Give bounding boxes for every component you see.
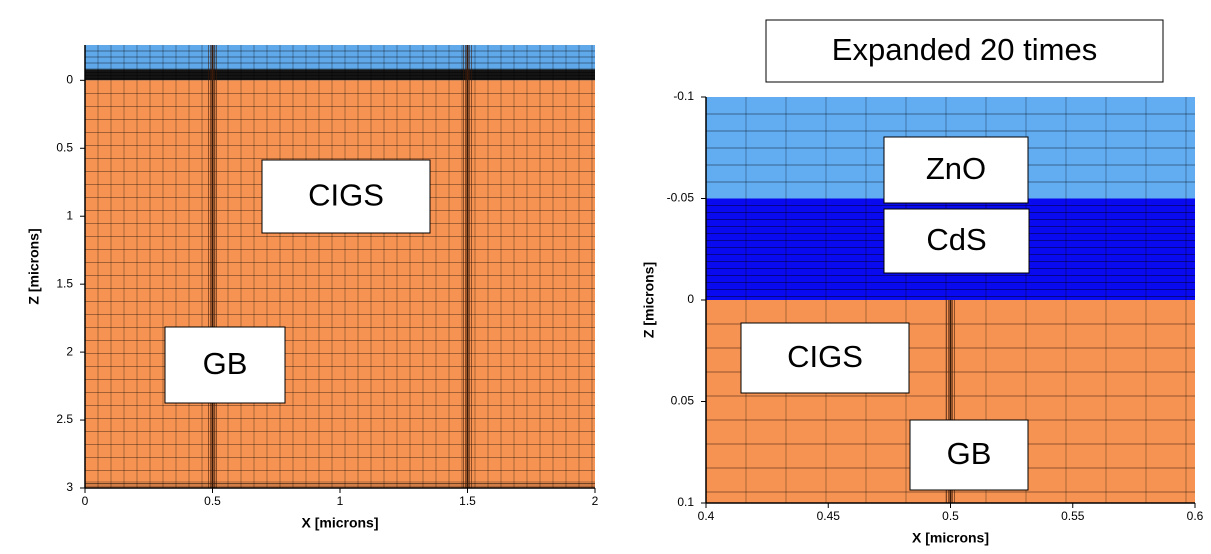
label-text: CIGS <box>787 339 863 374</box>
x-tick-label: 2 <box>592 494 599 508</box>
label-text: CdS <box>926 222 986 257</box>
y-tick-label: 0 <box>66 73 73 87</box>
y-tick-label: -0.1 <box>673 89 694 103</box>
y-tick-label: 0.1 <box>677 495 694 509</box>
x-axis-label: X [microns] <box>301 515 378 531</box>
y-tick-label: 2.5 <box>56 412 73 426</box>
y-tick-label: 1 <box>66 208 73 222</box>
y-tick-label: 0.5 <box>56 140 73 154</box>
label-text: ZnO <box>926 151 986 186</box>
y-axis-label: Z [microns] <box>641 262 657 338</box>
label-text: GB <box>203 346 248 381</box>
y-tick-label: -0.05 <box>667 191 695 205</box>
x-tick-label: 0.4 <box>698 509 715 523</box>
y-tick-label: 0.05 <box>671 394 695 408</box>
label-text: GB <box>947 436 992 471</box>
y-tick-label: 0 <box>687 292 694 306</box>
x-tick-label: 1 <box>337 494 344 508</box>
x-tick-label: 0.5 <box>942 509 959 523</box>
x-tick-label: 0.45 <box>817 509 841 523</box>
region <box>85 80 595 488</box>
y-tick-label: 2 <box>66 344 73 358</box>
label-text: Expanded 20 times <box>832 32 1097 67</box>
x-axis-label: X [microns] <box>912 530 989 546</box>
x-tick-label: 0 <box>82 494 89 508</box>
figure: 0 0.5 1 1.5 2 0 0.5 1 1.5 2 2.5 3 X [microns] Z [micr… <box>0 0 1211 554</box>
mesh-plot: 0.4 0.45 0.5 0.55 0.6 -0.1 -0.05 0 0.05 0.1 X [mic… <box>641 20 1204 546</box>
y-tick-label: 3 <box>66 480 73 494</box>
x-tick-label: 0.55 <box>1061 509 1085 523</box>
x-tick-label: 0.6 <box>1187 509 1204 523</box>
y-tick-label: 1.5 <box>56 276 73 290</box>
mesh-plot: 0 0.5 1 1.5 2 0 0.5 1 1.5 2 2.5 3 X [microns] Z [micr… <box>26 45 599 531</box>
y-axis-label: Z [microns] <box>26 228 42 304</box>
x-tick-label: 1.5 <box>459 494 476 508</box>
x-tick-label: 0.5 <box>204 494 221 508</box>
label-text: CIGS <box>308 178 384 213</box>
